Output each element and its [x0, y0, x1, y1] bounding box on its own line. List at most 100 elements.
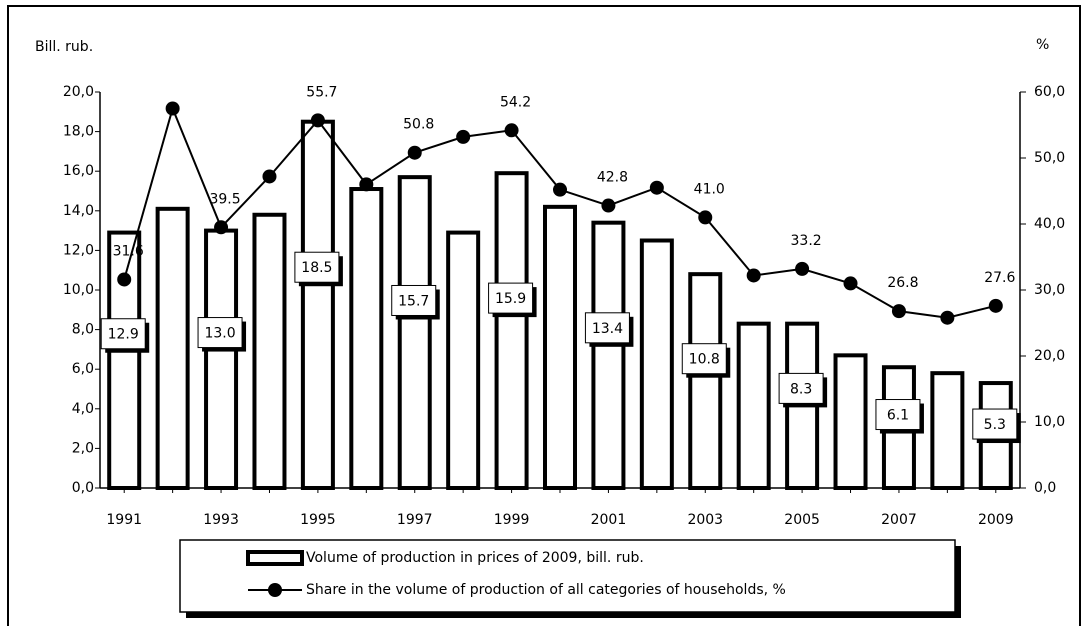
y-tick-label: 18,0	[63, 124, 94, 140]
point	[891, 304, 906, 319]
point	[504, 123, 519, 138]
x-tick-label: 1993	[203, 512, 239, 528]
x-tick-label: 1999	[494, 512, 530, 528]
bar	[688, 272, 723, 490]
x-tick-label: 2005	[784, 512, 820, 528]
y-axis-title: Bill. rub.	[35, 39, 93, 55]
data-label: 31.6	[113, 243, 144, 259]
bar	[591, 220, 626, 490]
y2-tick-label: 40,0	[1034, 216, 1065, 232]
data-label-box	[294, 251, 340, 283]
point	[649, 180, 664, 195]
bar	[446, 230, 481, 490]
point	[940, 310, 955, 325]
point	[262, 169, 277, 184]
bar	[204, 228, 239, 490]
y-tick-label: 14,0	[63, 203, 94, 219]
y-tick-label: 6,0	[72, 361, 94, 377]
data-label: 6.1	[887, 408, 909, 424]
data-label: 13.4	[592, 321, 623, 337]
data-label: 13.0	[204, 326, 235, 342]
bar	[107, 230, 142, 490]
data-label: 27.6	[984, 270, 1015, 286]
y2-tick-label: 50,0	[1034, 150, 1065, 166]
bar	[349, 187, 384, 491]
bar	[543, 204, 577, 490]
bar	[300, 119, 335, 490]
bar	[736, 321, 771, 490]
point	[698, 210, 713, 225]
legend	[179, 539, 956, 613]
bar	[639, 238, 674, 490]
point	[214, 220, 229, 235]
data-label-box	[488, 282, 534, 314]
data-label: 50.8	[403, 117, 434, 133]
legend-label: Volume of production in prices of 2009, …	[306, 550, 644, 566]
data-label: 12.9	[108, 327, 139, 343]
data-label: 42.8	[597, 170, 628, 186]
y-tick-label: 10,0	[63, 282, 94, 298]
point	[310, 113, 325, 128]
bar	[833, 353, 868, 490]
data-label: 10.8	[689, 352, 720, 368]
data-label: 55.7	[306, 84, 337, 100]
data-label: 5.3	[984, 417, 1006, 433]
data-label: 26.8	[887, 275, 918, 291]
point	[601, 198, 616, 213]
y2-tick-label: 10,0	[1034, 414, 1065, 430]
point	[746, 268, 761, 283]
y-tick-label: 12,0	[63, 242, 94, 258]
y2-tick-label: 30,0	[1034, 282, 1065, 298]
y2-tick-label: 60,0	[1034, 84, 1065, 100]
y-tick-label: 4,0	[72, 401, 94, 417]
x-tick-label: 1991	[106, 512, 142, 528]
data-label-box	[584, 312, 630, 344]
x-tick-label: 1997	[397, 512, 433, 528]
point	[553, 182, 567, 197]
bar	[252, 212, 287, 490]
data-label-box	[681, 343, 727, 375]
data-label: 54.2	[500, 94, 531, 110]
legend-bar-icon	[246, 550, 304, 566]
point	[843, 276, 858, 291]
bar	[397, 175, 432, 490]
y-tick-label: 2,0	[72, 440, 94, 456]
x-tick-label: 2001	[591, 512, 627, 528]
x-tick-label: 1995	[300, 512, 336, 528]
data-label: 8.3	[790, 381, 812, 397]
data-label-box	[100, 318, 146, 350]
data-label: 39.5	[209, 191, 240, 207]
data-label: 15.7	[398, 293, 429, 309]
legend-marker-icon	[268, 583, 282, 597]
x-tick-label: 2009	[978, 512, 1014, 528]
point	[795, 261, 810, 276]
data-label-box	[778, 372, 824, 404]
frame	[7, 5, 1081, 626]
data-label-box	[391, 284, 437, 316]
data-label: 15.9	[495, 291, 526, 307]
point	[407, 145, 422, 160]
point	[456, 129, 471, 144]
x-tick-label: 2007	[881, 512, 917, 528]
point	[165, 101, 180, 116]
y-tick-label: 20,0	[63, 84, 94, 100]
data-label: 41.0	[694, 181, 725, 197]
y-tick-label: 0,0	[72, 480, 94, 496]
y-tick-label: 8,0	[72, 322, 94, 338]
point	[117, 272, 132, 287]
data-label-box	[875, 399, 921, 431]
point	[359, 177, 374, 192]
y2-tick-label: 0,0	[1034, 480, 1056, 496]
y2-axis-title: %	[1036, 37, 1049, 53]
bar	[155, 206, 190, 490]
data-label: 18.5	[301, 260, 332, 276]
data-label-box	[972, 408, 1018, 440]
x-tick-label: 2003	[687, 512, 723, 528]
bar	[494, 171, 529, 490]
bar	[930, 371, 965, 490]
point	[988, 298, 1003, 313]
data-label: 33.2	[791, 233, 822, 249]
y-tick-label: 16,0	[63, 163, 94, 179]
